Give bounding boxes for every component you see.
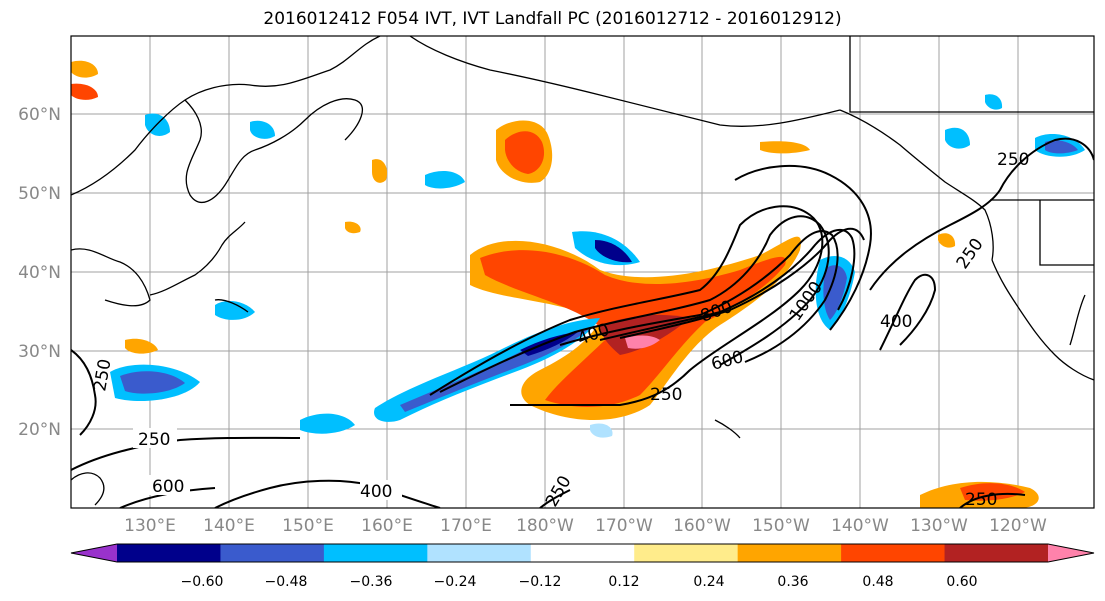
lon-label: 130°W [910,516,968,536]
contour-250-lower [539,489,571,508]
colorbar-tick-label: −0.60 [181,574,224,590]
colorbar-segment [634,544,739,562]
lat-label: 20°N [18,420,61,440]
contour-250-east [869,137,1094,291]
lat-label: 50°N [18,184,61,204]
latitude-labels: 60°N 50°N 40°N 30°N 20°N [18,105,61,440]
lon-label: 140°W [831,516,889,536]
lat-label: 60°N [18,105,61,125]
contour-label: 400 [360,482,392,502]
contour-1000-ar [619,227,865,339]
colorbar-segment [530,544,635,562]
contour-400-east [879,273,937,351]
lat-label: 40°N [18,263,61,283]
contour-label: 400 [880,312,912,332]
colorbar-segment [323,544,428,562]
coastlines [71,36,1094,506]
colorbar-segment [737,544,842,562]
contour-600-ar [559,230,839,363]
contour-outer-loop [734,165,872,331]
lon-label: 130°E [124,516,176,536]
contour-400-ar [439,215,830,393]
contour-250-se [959,492,1026,508]
contour-label: 600 [152,477,184,497]
contour-label: 250 [650,385,682,405]
contour-250-ar [429,205,824,406]
colorbar-tick-label: 0.12 [608,574,639,590]
colorbar-extension-low [71,544,117,562]
map-title: 2016012412 F054 IVT, IVT Landfall PC (20… [263,9,842,29]
colorbar-segment [427,544,532,562]
colorbar-segment [117,544,221,562]
contour-400-south [214,479,441,508]
colorbar-outline [70,543,1095,563]
colorbar-tick-label: −0.36 [350,574,393,590]
colorbar-segment [220,544,325,562]
contour-250-west [71,349,97,436]
colorbar-tick-label: −0.24 [434,574,477,590]
lon-label: 120°W [989,516,1047,536]
lon-label: 150°W [752,516,810,536]
lon-label: 180°W [516,516,574,536]
colorbar-tick-label: 0.36 [777,574,808,590]
colorbar-tick-label: 0.60 [946,574,977,590]
contour-800-ar [599,229,856,341]
colorbar-tick-labels: −0.60 −0.48 −0.36 −0.24 −0.12 0.12 0.24 … [181,574,978,590]
ivt-contours [71,137,1094,508]
contour-labels: 250 400 600 800 1000 250 400 250 250 600… [90,150,1029,510]
colorbar-extension-high [1048,544,1094,562]
contour-label: 250 [138,430,170,450]
colorbar-tick-label: 0.24 [693,574,724,590]
map-frame [70,35,1095,509]
positive-band-core [625,335,660,349]
lon-label: 170°W [595,516,653,536]
colorbar-segment [841,544,946,562]
colorbar-segments [71,544,1094,562]
contour-250-south [71,436,301,471]
lon-label: 170°E [440,516,492,536]
colorbar-tick-label: −0.12 [519,574,562,590]
lon-label: 150°E [282,516,334,536]
colorbar-tick-label: 0.48 [862,574,893,590]
lon-label: 140°E [203,516,255,536]
lon-label: 160°W [673,516,731,536]
colorbar: −0.60 −0.48 −0.36 −0.24 −0.12 0.12 0.24 … [70,543,1095,590]
lon-label: 160°E [361,516,413,536]
contour-label: 250 [965,490,997,510]
contour-label: 250 [997,150,1029,170]
longitude-labels: 130°E 140°E 150°E 160°E 170°E 180°W 170°… [124,516,1047,536]
colorbar-tick-label: −0.48 [265,574,308,590]
colorbar-segment [944,544,1049,562]
lat-label: 30°N [18,342,61,362]
